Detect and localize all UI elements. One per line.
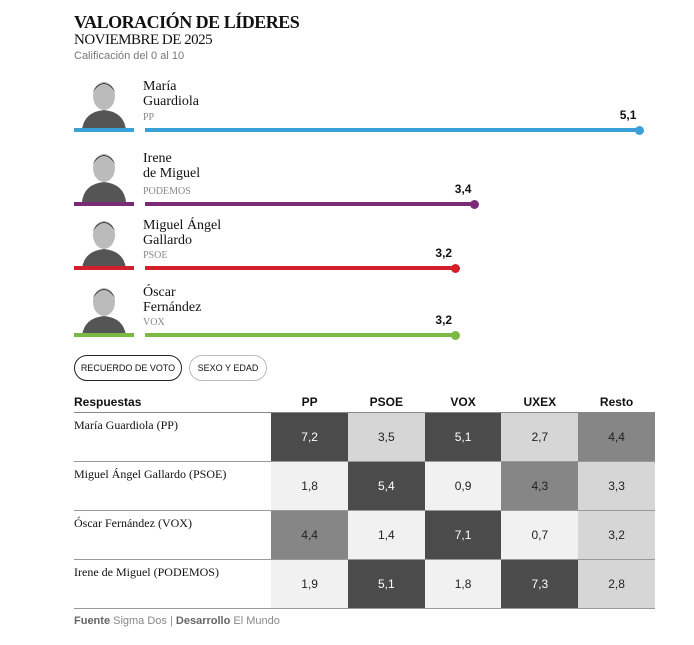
heatmap-cell: 7,1 — [424, 510, 502, 560]
party-color-marker — [74, 266, 134, 270]
leader-photo — [82, 288, 126, 336]
footer: Fuente Sigma Dos | Desarrollo El Mundo — [74, 615, 280, 627]
heatmap-cell: 1,4 — [347, 510, 425, 560]
leader-party: PSOE — [143, 250, 168, 261]
tab-recuerdo-de-voto[interactable]: RECUERDO DE VOTO — [74, 355, 182, 381]
rating-dot — [635, 125, 645, 135]
scale-note: Calificación del 0 al 10 — [74, 50, 185, 62]
leader-photo — [82, 221, 126, 269]
row-label: Irene de Miguel (PODEMOS) — [74, 559, 272, 609]
rating-dot — [470, 199, 480, 209]
dev-label: Desarrollo — [175, 615, 231, 627]
rating-value: 5,1 — [619, 108, 637, 122]
leader-name: Miguel Ángel Gallardo — [143, 218, 222, 248]
leader-name: Óscar Fernández — [143, 285, 202, 315]
rating-bar — [145, 266, 456, 270]
rating-dot — [450, 330, 460, 340]
leader-party: PP — [143, 112, 155, 123]
leader-party: VOX — [143, 317, 165, 328]
heatmap-cell: 0,9 — [424, 461, 502, 511]
heatmap-cell: 3,5 — [347, 412, 425, 462]
rating-value: 3,2 — [435, 246, 453, 260]
column-header: PP — [271, 393, 348, 413]
chart-subtitle: NOVIEMBRE DE 2025 — [74, 32, 213, 48]
heatmap-cell: 4,4 — [271, 510, 348, 560]
table-row: Irene de Miguel (PODEMOS) 1,9 5,1 1,8 7,3 2,8 — [74, 559, 655, 609]
heatmap-cell: 1,8 — [424, 559, 502, 609]
column-header: Respuestas — [74, 393, 272, 413]
chart-title: VALORACIÓN DE LÍDERES — [74, 12, 300, 32]
tab-sexo-y-edad[interactable]: SEXO Y EDAD — [189, 355, 267, 381]
party-color-marker — [74, 333, 134, 337]
heatmap-table: Respuestas PP PSOE VOX UXEX Resto María Guard… — [74, 393, 655, 609]
leader-photo — [82, 154, 126, 202]
leader-name: María Guardiola — [143, 79, 199, 109]
source-label: Fuente — [74, 615, 111, 627]
row-label: Óscar Fernández (VOX) — [74, 510, 272, 560]
heatmap-cell: 0,7 — [501, 510, 579, 560]
row-label: Miguel Ángel Gallardo (PSOE) — [74, 461, 272, 511]
heatmap-cell: 3,2 — [578, 510, 655, 560]
heatmap-cell: 2,8 — [578, 559, 655, 609]
table-row: Miguel Ángel Gallardo (PSOE) 1,8 5,4 0,9 4,3… — [74, 461, 655, 511]
rating-value: 3,4 — [454, 182, 472, 196]
heatmap-cell: 4,4 — [578, 412, 655, 462]
leader-photo — [82, 82, 126, 130]
table-row: Óscar Fernández (VOX) 4,4 1,4 7,1 0,7 3,2 — [74, 510, 655, 560]
party-color-marker — [74, 202, 134, 206]
column-header: VOX — [424, 393, 502, 413]
row-label: María Guardiola (PP) — [74, 412, 272, 462]
column-header: Resto — [578, 393, 655, 413]
source: Sigma Dos — [113, 615, 167, 627]
heatmap-cell: 7,3 — [501, 559, 579, 609]
rating-bar — [145, 202, 475, 206]
heatmap-cell: 3,3 — [578, 461, 655, 511]
column-header: PSOE — [347, 393, 425, 413]
table-row: María Guardiola (PP) 7,2 3,5 5,1 2,7 4,4 — [74, 412, 655, 462]
heatmap-cell: 5,4 — [347, 461, 425, 511]
rating-bar — [145, 333, 456, 337]
rating-bar — [145, 128, 640, 132]
developer: El Mundo — [233, 615, 280, 627]
heatmap-cell: 5,1 — [347, 559, 425, 609]
rating-dot — [450, 263, 460, 273]
leader-party: PODEMOS — [143, 186, 191, 197]
party-color-marker — [74, 128, 134, 132]
heatmap-cell: 4,3 — [501, 461, 579, 511]
heatmap-cell: 2,7 — [501, 412, 579, 462]
heatmap-cell: 7,2 — [271, 412, 348, 462]
rating-value: 3,2 — [435, 313, 453, 327]
heatmap-cell: 5,1 — [424, 412, 502, 462]
heatmap-cell: 1,9 — [271, 559, 348, 609]
heatmap-cell: 1,8 — [271, 461, 348, 511]
column-header: UXEX — [501, 393, 579, 413]
leader-name: Irene de Miguel — [143, 151, 201, 181]
separator: | — [169, 615, 173, 627]
